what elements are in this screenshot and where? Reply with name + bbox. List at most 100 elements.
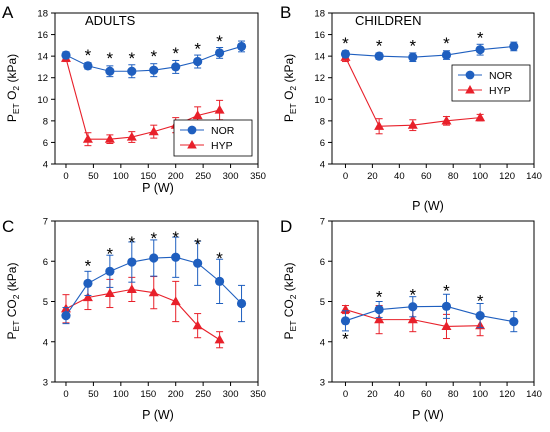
x-tick-label: 60: [421, 171, 432, 182]
y-axis-label: PET O2 (kPa): [282, 54, 298, 122]
y-tick-label: 16: [314, 30, 325, 41]
x-tick-label: 40: [394, 171, 405, 182]
significance-star: *: [409, 285, 416, 304]
legend-label: HYP: [489, 85, 511, 97]
legend-marker: [187, 140, 197, 149]
series-line: [65, 288, 220, 341]
y-tick-label: 8: [320, 116, 325, 127]
x-tick-label: 350: [250, 171, 266, 182]
significance-star: *: [172, 44, 179, 63]
data-point: [441, 115, 452, 125]
x-axis-label: P (W): [412, 199, 444, 213]
data-point: [236, 41, 247, 52]
legend-marker: [187, 125, 197, 135]
data-point: [126, 284, 137, 294]
data-point: [214, 276, 225, 286]
data-point: [149, 253, 159, 263]
y-tick-label: 12: [314, 73, 325, 84]
group-label: CHILDREN: [355, 13, 421, 28]
y-tick-label: 3: [43, 378, 48, 389]
data-point: [149, 65, 159, 75]
x-tick-label: 100: [472, 171, 488, 182]
data-point: [61, 310, 71, 321]
x-tick-label: 80: [448, 389, 459, 400]
data-point: [408, 52, 418, 62]
group-label: ADULTS: [85, 13, 136, 28]
data-point: [148, 126, 159, 136]
data-point: [374, 121, 385, 130]
significance-star: *: [194, 235, 201, 254]
series-line: [345, 305, 514, 323]
x-axis-label: P (W): [142, 408, 174, 422]
y-tick-label: 4: [320, 160, 325, 171]
significance-star: *: [443, 34, 450, 53]
y-tick-label: 6: [43, 257, 48, 268]
y-tick-label: 3: [320, 378, 325, 389]
y-tick-label: 10: [314, 95, 325, 106]
significance-star: *: [376, 36, 383, 55]
y-tick-label: 18: [314, 9, 325, 20]
data-point: [82, 133, 93, 143]
data-point: [192, 320, 203, 330]
data-point: [374, 314, 385, 324]
legend-box: [451, 64, 531, 102]
x-tick-label: 50: [88, 171, 99, 182]
data-point: [171, 62, 181, 72]
data-point: [105, 266, 115, 276]
data-point: [61, 50, 71, 60]
x-tick-label: 140: [526, 171, 542, 182]
x-tick-label: 300: [223, 171, 239, 182]
x-tick-label: 350: [250, 389, 266, 400]
data-point: [340, 316, 351, 326]
significance-star: *: [409, 36, 416, 55]
significance-star: *: [216, 32, 223, 51]
series-nor: [61, 236, 247, 325]
data-point: [214, 48, 225, 58]
significance-star: *: [477, 291, 484, 310]
y-tick-label: 16: [37, 30, 48, 41]
panel-d: 0 20 40 60 80 100 120 140 3 4 5 6 7 D P (W) PET CO2 (kP…: [280, 217, 542, 423]
panel-letter: C: [2, 217, 14, 236]
y-axis-label: PET CO2 (kPa): [5, 263, 21, 340]
x-tick-label: 140: [526, 389, 542, 400]
x-tick-label: 300: [223, 389, 239, 400]
y-tick-label: 14: [37, 52, 48, 63]
panel-a: 0 50 100 150 200 250 300 350 4 6 8 10 12 14 16 18 A ADULT…: [2, 3, 266, 195]
data-point: [126, 131, 137, 141]
significance-star: *: [85, 256, 92, 275]
legend-label: HYP: [211, 140, 233, 152]
series-nor: [61, 40, 247, 79]
data-point: [475, 45, 485, 55]
legend-label: NOR: [211, 125, 235, 137]
significance-star: *: [150, 229, 157, 248]
data-point: [407, 314, 418, 324]
x-tick-label: 250: [195, 389, 211, 400]
y-tick-label: 10: [37, 95, 48, 106]
x-tick-label: 120: [499, 171, 515, 182]
significance-star: *: [150, 47, 157, 66]
x-tick-label: 40: [394, 389, 405, 400]
y-tick-label: 6: [43, 138, 48, 149]
series-line: [345, 45, 514, 58]
data-point: [441, 50, 452, 60]
y-tick-label: 4: [320, 337, 325, 348]
legend-marker: [465, 70, 475, 80]
data-point: [475, 112, 486, 122]
x-tick-label: 0: [63, 389, 68, 400]
significance-star: *: [172, 228, 179, 247]
y-tick-label: 7: [320, 217, 325, 228]
legend-box: [173, 119, 253, 157]
data-point: [441, 301, 452, 311]
y-tick-label: 5: [320, 297, 325, 308]
significance-star: *: [107, 244, 114, 263]
significance-star: *: [342, 34, 349, 53]
plot-frame: [331, 12, 535, 165]
data-point: [374, 304, 384, 315]
data-point: [340, 49, 351, 59]
significance-star: *: [85, 46, 92, 65]
significance-star: *: [216, 249, 223, 268]
y-axis-label: PET CO2 (kPa): [282, 263, 298, 340]
data-point: [509, 317, 519, 327]
x-tick-label: 0: [63, 171, 68, 182]
